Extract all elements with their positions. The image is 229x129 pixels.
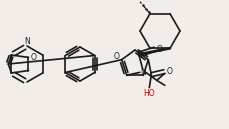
- Text: O: O: [114, 52, 120, 61]
- Text: O: O: [30, 53, 36, 62]
- Text: O: O: [166, 67, 172, 76]
- Text: HO: HO: [144, 89, 155, 98]
- Text: O: O: [157, 45, 163, 54]
- Text: N: N: [24, 38, 30, 46]
- Text: N: N: [140, 68, 146, 77]
